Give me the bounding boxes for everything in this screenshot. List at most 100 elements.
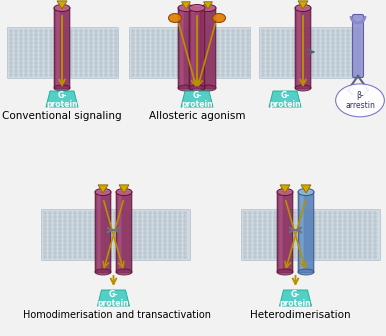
Circle shape bbox=[267, 74, 269, 76]
Circle shape bbox=[105, 46, 107, 48]
Circle shape bbox=[49, 220, 51, 222]
Circle shape bbox=[217, 46, 219, 48]
Circle shape bbox=[154, 232, 156, 234]
Circle shape bbox=[357, 62, 359, 64]
Circle shape bbox=[49, 256, 51, 258]
Polygon shape bbox=[203, 2, 212, 9]
Circle shape bbox=[272, 74, 274, 76]
Circle shape bbox=[110, 74, 112, 76]
Circle shape bbox=[152, 70, 154, 72]
Circle shape bbox=[329, 212, 331, 214]
Circle shape bbox=[242, 34, 244, 36]
Circle shape bbox=[347, 66, 349, 68]
Circle shape bbox=[20, 54, 22, 56]
Circle shape bbox=[94, 224, 96, 226]
Circle shape bbox=[324, 224, 326, 226]
Circle shape bbox=[269, 244, 271, 246]
Circle shape bbox=[282, 54, 284, 56]
Circle shape bbox=[94, 256, 96, 258]
Circle shape bbox=[119, 252, 121, 254]
Circle shape bbox=[312, 38, 314, 40]
Circle shape bbox=[187, 66, 189, 68]
Circle shape bbox=[134, 256, 136, 258]
Circle shape bbox=[44, 220, 46, 222]
Circle shape bbox=[319, 256, 321, 258]
Circle shape bbox=[95, 62, 97, 64]
Circle shape bbox=[222, 62, 224, 64]
Circle shape bbox=[212, 50, 214, 52]
Circle shape bbox=[299, 228, 301, 230]
Circle shape bbox=[339, 248, 341, 250]
Circle shape bbox=[202, 62, 204, 64]
Circle shape bbox=[357, 66, 359, 68]
FancyBboxPatch shape bbox=[297, 10, 301, 86]
Circle shape bbox=[129, 236, 131, 238]
Circle shape bbox=[317, 38, 319, 40]
Circle shape bbox=[64, 252, 66, 254]
Circle shape bbox=[247, 30, 249, 32]
Circle shape bbox=[292, 74, 294, 76]
Circle shape bbox=[337, 54, 339, 56]
Circle shape bbox=[347, 34, 349, 36]
FancyBboxPatch shape bbox=[189, 7, 205, 89]
Circle shape bbox=[70, 54, 72, 56]
Circle shape bbox=[237, 42, 239, 44]
Circle shape bbox=[374, 252, 376, 254]
Circle shape bbox=[277, 38, 279, 40]
Circle shape bbox=[64, 256, 66, 258]
Circle shape bbox=[115, 30, 117, 32]
Circle shape bbox=[159, 224, 161, 226]
Circle shape bbox=[262, 58, 264, 60]
Circle shape bbox=[124, 212, 126, 214]
Circle shape bbox=[89, 228, 91, 230]
Circle shape bbox=[247, 58, 249, 60]
Circle shape bbox=[192, 66, 194, 68]
Circle shape bbox=[359, 256, 361, 258]
Circle shape bbox=[35, 66, 37, 68]
Circle shape bbox=[192, 54, 194, 56]
Circle shape bbox=[10, 50, 12, 52]
Circle shape bbox=[274, 216, 276, 218]
Circle shape bbox=[279, 220, 281, 222]
Circle shape bbox=[110, 54, 112, 56]
Circle shape bbox=[184, 216, 186, 218]
Circle shape bbox=[307, 70, 309, 72]
Circle shape bbox=[99, 224, 101, 226]
Circle shape bbox=[110, 50, 112, 52]
Circle shape bbox=[142, 54, 144, 56]
Circle shape bbox=[89, 252, 91, 254]
Circle shape bbox=[369, 228, 371, 230]
Circle shape bbox=[74, 256, 76, 258]
Circle shape bbox=[147, 50, 149, 52]
Circle shape bbox=[259, 240, 261, 242]
Circle shape bbox=[74, 228, 76, 230]
Circle shape bbox=[164, 216, 166, 218]
Circle shape bbox=[202, 70, 204, 72]
Circle shape bbox=[324, 232, 326, 234]
Circle shape bbox=[70, 62, 72, 64]
Circle shape bbox=[75, 42, 77, 44]
Circle shape bbox=[227, 54, 229, 56]
Circle shape bbox=[35, 74, 37, 76]
Circle shape bbox=[162, 38, 164, 40]
Circle shape bbox=[354, 256, 356, 258]
Circle shape bbox=[94, 228, 96, 230]
Circle shape bbox=[177, 38, 179, 40]
Circle shape bbox=[50, 70, 52, 72]
Circle shape bbox=[79, 252, 81, 254]
Circle shape bbox=[354, 240, 356, 242]
Circle shape bbox=[90, 46, 92, 48]
Circle shape bbox=[45, 50, 47, 52]
Circle shape bbox=[174, 240, 176, 242]
Circle shape bbox=[327, 34, 329, 36]
Ellipse shape bbox=[213, 13, 225, 23]
Circle shape bbox=[274, 220, 276, 222]
Circle shape bbox=[40, 50, 42, 52]
Circle shape bbox=[10, 58, 12, 60]
Circle shape bbox=[142, 74, 144, 76]
Circle shape bbox=[80, 70, 82, 72]
Circle shape bbox=[272, 66, 274, 68]
Circle shape bbox=[60, 54, 62, 56]
Circle shape bbox=[30, 66, 32, 68]
Circle shape bbox=[327, 70, 329, 72]
